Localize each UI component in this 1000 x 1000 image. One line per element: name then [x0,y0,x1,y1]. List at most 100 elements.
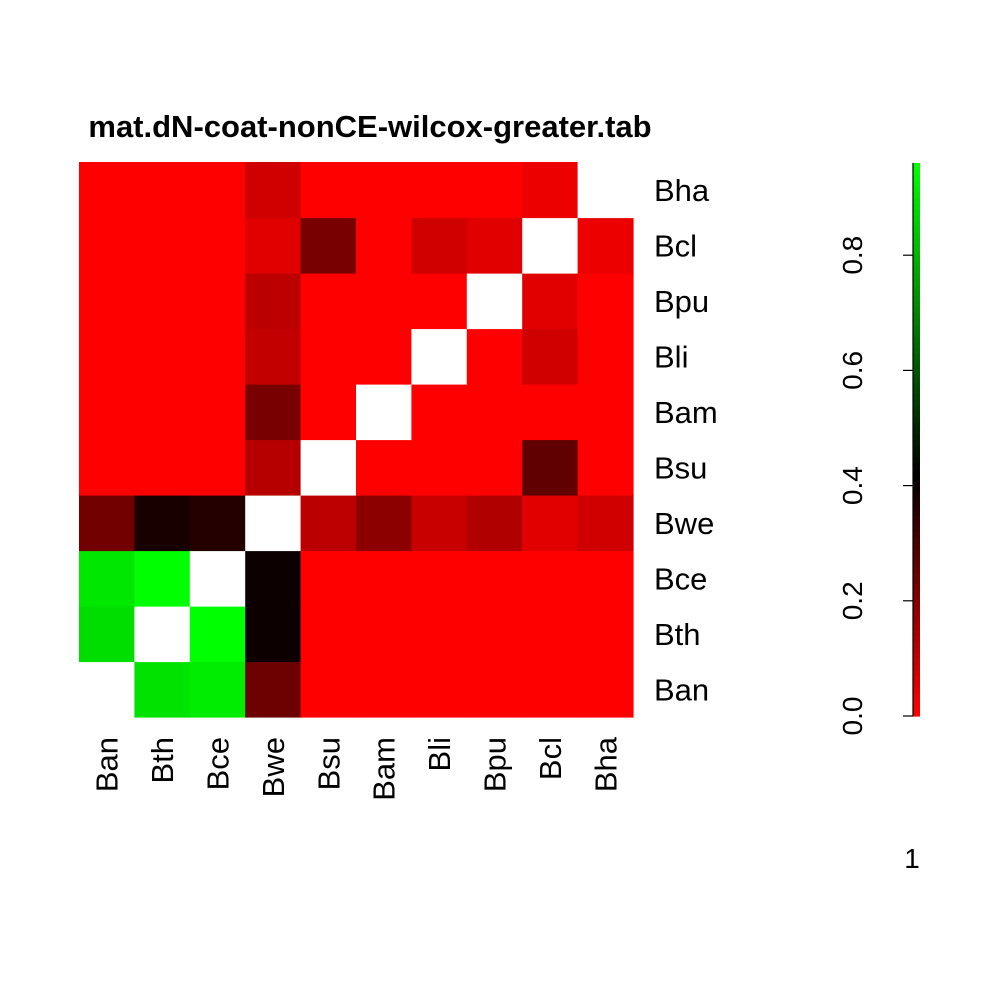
heatmap-cell-Bam-Bth [134,384,191,441]
x-label-Bha: Bha [588,736,623,792]
colorbar-segment [913,600,920,608]
heatmap-cell-Bpu-Bsu [300,273,357,330]
heatmap-cell-Bth-Bcl [522,606,579,663]
heatmap-cell-Bsu-Bth [134,439,191,496]
heatmap-cell-Bth-Bsu [300,606,357,663]
heatmap-cell-Bth-Bce [189,606,246,663]
colorbar-segment [913,641,920,648]
colorbar-segment [913,353,920,360]
colorbar-segment [913,289,920,297]
y-label-Bsu: Bsu [654,450,707,485]
x-label-Bam: Bam [367,737,402,801]
colorbar-segment [913,554,920,562]
colorbar-segment [913,376,920,383]
colorbar-segment [913,710,920,717]
heatmap-cell-Bcl-Bce [189,217,246,274]
colorbar-segment [913,491,920,498]
colorbar-segment [913,508,920,515]
heatmap-cell-Bam-Bpu [466,384,523,441]
heatmap-cell-Bce-Bcl [522,550,579,607]
colorbar-segment [913,387,920,395]
colorbar-segment [913,606,920,613]
colorbar-segment [913,416,920,423]
colorbar-segment [913,589,920,596]
heatmap-cell-Bsu-Bha [577,439,634,496]
colorbar-segment [913,249,920,256]
colorbar-segment [913,318,920,325]
heatmap-cell-Ban-Bam [356,661,412,718]
colorbar-segment [913,623,920,631]
colorbar-segment [913,232,920,239]
colorbar-segment [913,180,920,187]
colorbar-segment [913,278,920,285]
colorbar-segment [913,410,920,418]
colorbar-segment [913,168,920,176]
heatmap-cell-Bwe-Bha [577,495,634,552]
heatmap-cell-Bwe-Bce [189,495,246,552]
x-label-Bwe: Bwe [256,737,291,797]
x-label-Bcl: Bcl [533,737,568,780]
heatmap-cell-Bcl-Ban [79,217,135,274]
heatmap-cell-Ban-Ban [79,661,135,718]
colorbar-segment [913,531,920,539]
heatmap-cell-Bth-Bha [577,606,634,663]
colorbar-segment [913,635,920,642]
colorbar-segment [913,197,920,204]
colorbar-segment [913,370,920,377]
heatmap-cell-Bwe-Bam [356,495,412,552]
colorbar-tick-label: 0.6 [837,351,868,390]
heatmap-cell-Bha-Bli [411,162,468,219]
heatmap-cell-Bli-Ban [79,328,135,385]
heatmap-cell-Bce-Bsu [300,550,357,607]
y-label-Bth: Bth [654,617,701,652]
colorbar-tick-label: 0.0 [837,697,868,736]
y-label-Ban: Ban [654,672,709,707]
colorbar-segment [913,474,920,481]
heatmap-cell-Bha-Bcl [522,162,579,219]
heatmap-cell-Bam-Bsu [300,384,357,441]
heatmap-cell-Ban-Bpu [466,661,523,718]
colorbar-segment [913,255,920,262]
heatmap-cell-Bli-Bcl [522,328,579,385]
x-label-Bce: Bce [201,737,236,790]
y-label-Bce: Bce [654,561,707,596]
colorbar-segment [913,283,920,291]
colorbar-segment [913,681,920,688]
colorbar-segment [913,520,920,527]
colorbar-segment [913,543,920,550]
heatmap-cell-Bpu-Bce [189,273,246,330]
heatmap-cell-Bpu-Bam [356,273,412,330]
heatmap-cell-Bsu-Bli [411,439,468,496]
x-label-Bpu: Bpu [478,737,513,792]
colorbar-segment [913,537,920,544]
y-axis-labels: Ban Bth Bce Bwe Bsu Bam Bli Bpu Bcl Bha [654,173,718,707]
colorbar-ticks: 0.0 0.2 0.4 0.6 0.8 [837,236,913,736]
heatmap-cell-Bsu-Bsu [300,439,357,496]
heatmap-cell-Ban-Bcl [522,661,579,718]
heatmap-cell-Bpu-Bcl [522,273,579,330]
colorbar-segment [913,646,920,654]
colorbar-segment [913,335,920,343]
colorbar-segment [913,422,920,429]
heatmap-cell-Bam-Bha [577,384,634,441]
heatmap-cell-Bsu-Bce [189,439,246,496]
heatmap-cell-Bam-Bam [356,384,412,441]
colorbar-segment [913,698,920,706]
colorbar-segment [913,687,920,694]
heatmap-cell-Ban-Bli [411,661,468,718]
colorbar-segment [913,485,920,492]
heatmap-cell-Bli-Bth [134,328,191,385]
colorbar-segment [913,525,920,533]
x-label-Ban: Ban [90,737,125,792]
colorbar-segment [913,595,920,602]
colorbar-segment [913,163,920,170]
colorbar-segment [913,618,920,625]
heatmap-cell-Bli-Bam [356,328,412,385]
colorbar-segment [913,675,920,683]
colorbar-segment [913,214,920,222]
colorbar-segment [913,445,920,452]
heatmap-cell-Bha-Bpu [466,162,523,219]
colorbar-segment [913,658,920,665]
heatmap-cell-Bli-Bha [577,328,634,385]
